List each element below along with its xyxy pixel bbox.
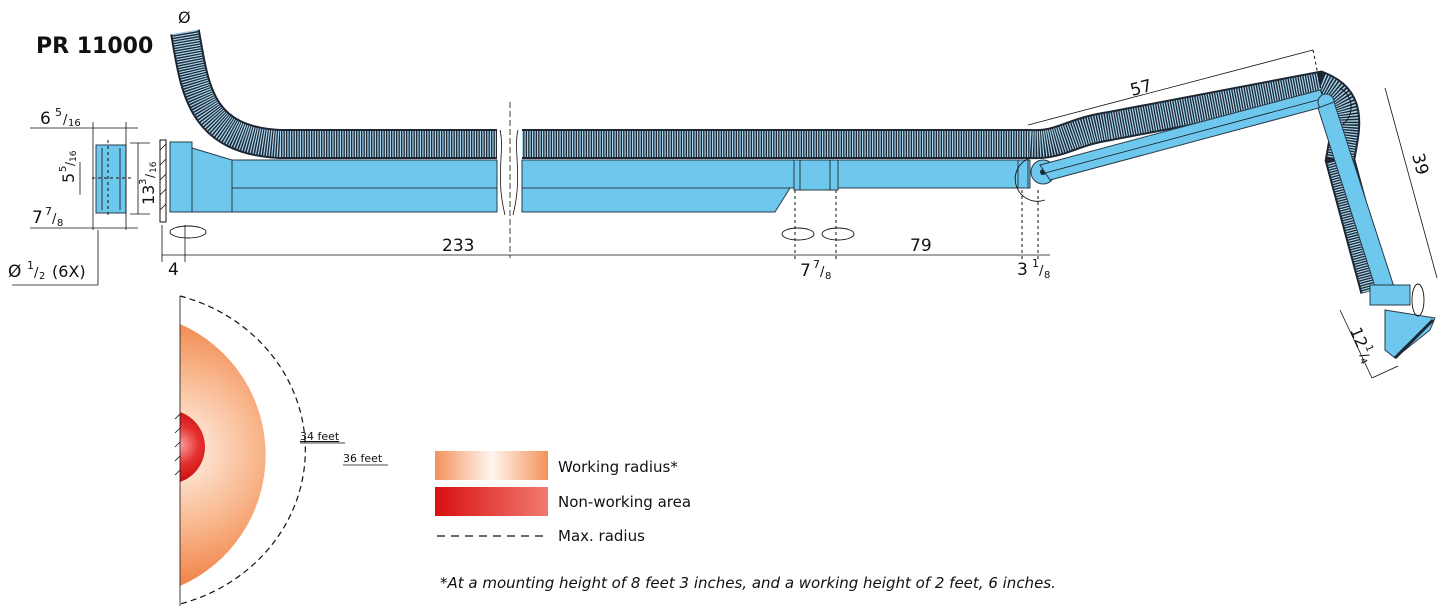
break-symbol [499,102,519,258]
horizontal-arm [231,159,1031,213]
inclined-dimension-lines [1027,49,1438,379]
max-radius-label: 36 feet [343,452,383,465]
svg-text:7: 7 [813,258,820,271]
max-radius-outline [179,295,306,605]
svg-text:7: 7 [45,205,52,218]
svg-text:/: / [820,265,825,280]
svg-text:/: / [1039,264,1044,279]
svg-text:7: 7 [800,261,811,281]
svg-text:1: 1 [1363,343,1376,353]
svg-text:8: 8 [825,271,831,282]
svg-text:1: 1 [27,259,34,272]
svg-text:/: / [63,161,77,166]
svg-text:7: 7 [32,208,43,228]
svg-text:4: 4 [1357,357,1369,366]
non-working-area [180,412,205,482]
dim-12-1-4: 12 1 / 4 [1346,324,1376,366]
svg-text:/: / [1357,351,1372,361]
working-radius-diagram [174,295,306,606]
dim-bolt-hole: Ø 1 / 2 (6X) [8,259,86,282]
left-dimension-lines [12,122,150,286]
svg-text:/: / [52,212,57,227]
svg-text:6: 6 [40,109,51,129]
legend-swatch-non-working [435,487,548,516]
svg-text:8: 8 [57,218,63,229]
svg-text:3: 3 [1017,260,1028,280]
dim-7-7-8-mid: 7 7 / 8 [800,258,831,282]
dim-3-1-8: 3 1 / 8 [1017,257,1050,281]
legend: Working radius* Non-working area Max. ra… [435,451,691,545]
dim-79: 79 [910,236,932,256]
svg-text:(6X): (6X) [52,262,86,281]
inclined-arm [1039,89,1436,360]
working-radius-label: 34 feet [300,430,340,443]
footnote: *At a mounting height of 8 feet 3 inches… [440,574,1056,592]
svg-text:2: 2 [39,271,45,282]
svg-text:/: / [63,113,68,128]
legend-max-label: Max. radius [558,527,645,545]
svg-text:Ø: Ø [8,262,21,282]
svg-text:16: 16 [69,150,79,162]
dim-6-5-16: 6 5 / 16 [40,106,81,129]
dim-57: 57 [1128,76,1154,101]
dim-4: 4 [168,260,179,280]
svg-text:8: 8 [1044,270,1050,281]
dim-233: 233 [442,236,474,256]
svg-text:5: 5 [58,166,69,172]
wall-mount [159,139,233,223]
svg-text:5: 5 [55,106,62,119]
legend-non-working-label: Non-working area [558,493,691,511]
svg-text:16: 16 [149,161,159,173]
working-radius-area [180,324,266,586]
legend-swatch-working [435,451,548,480]
svg-text:1: 1 [1032,257,1039,270]
bottom-dimension-lines [161,190,1050,262]
legend-working-label: Working radius* [558,458,678,476]
wall-bracket-side-view [92,140,132,218]
svg-text:5: 5 [59,173,78,183]
rotation-symbols [169,87,1425,317]
hose-diameter-symbol: Ø [178,8,191,27]
svg-text:3: 3 [138,179,149,185]
dim-39: 39 [1407,151,1432,177]
svg-text:16: 16 [68,118,81,129]
dim-5-5-16: 5 5 / 16 [58,150,79,183]
svg-text:/: / [34,266,39,281]
svg-text:/: / [143,173,157,178]
dim-7-7-8-left: 7 7 / 8 [32,205,63,229]
svg-text:13: 13 [139,185,158,205]
product-title: PR 11000 [36,34,153,59]
dim-13-3-16: 13 3 / 16 [138,161,159,205]
